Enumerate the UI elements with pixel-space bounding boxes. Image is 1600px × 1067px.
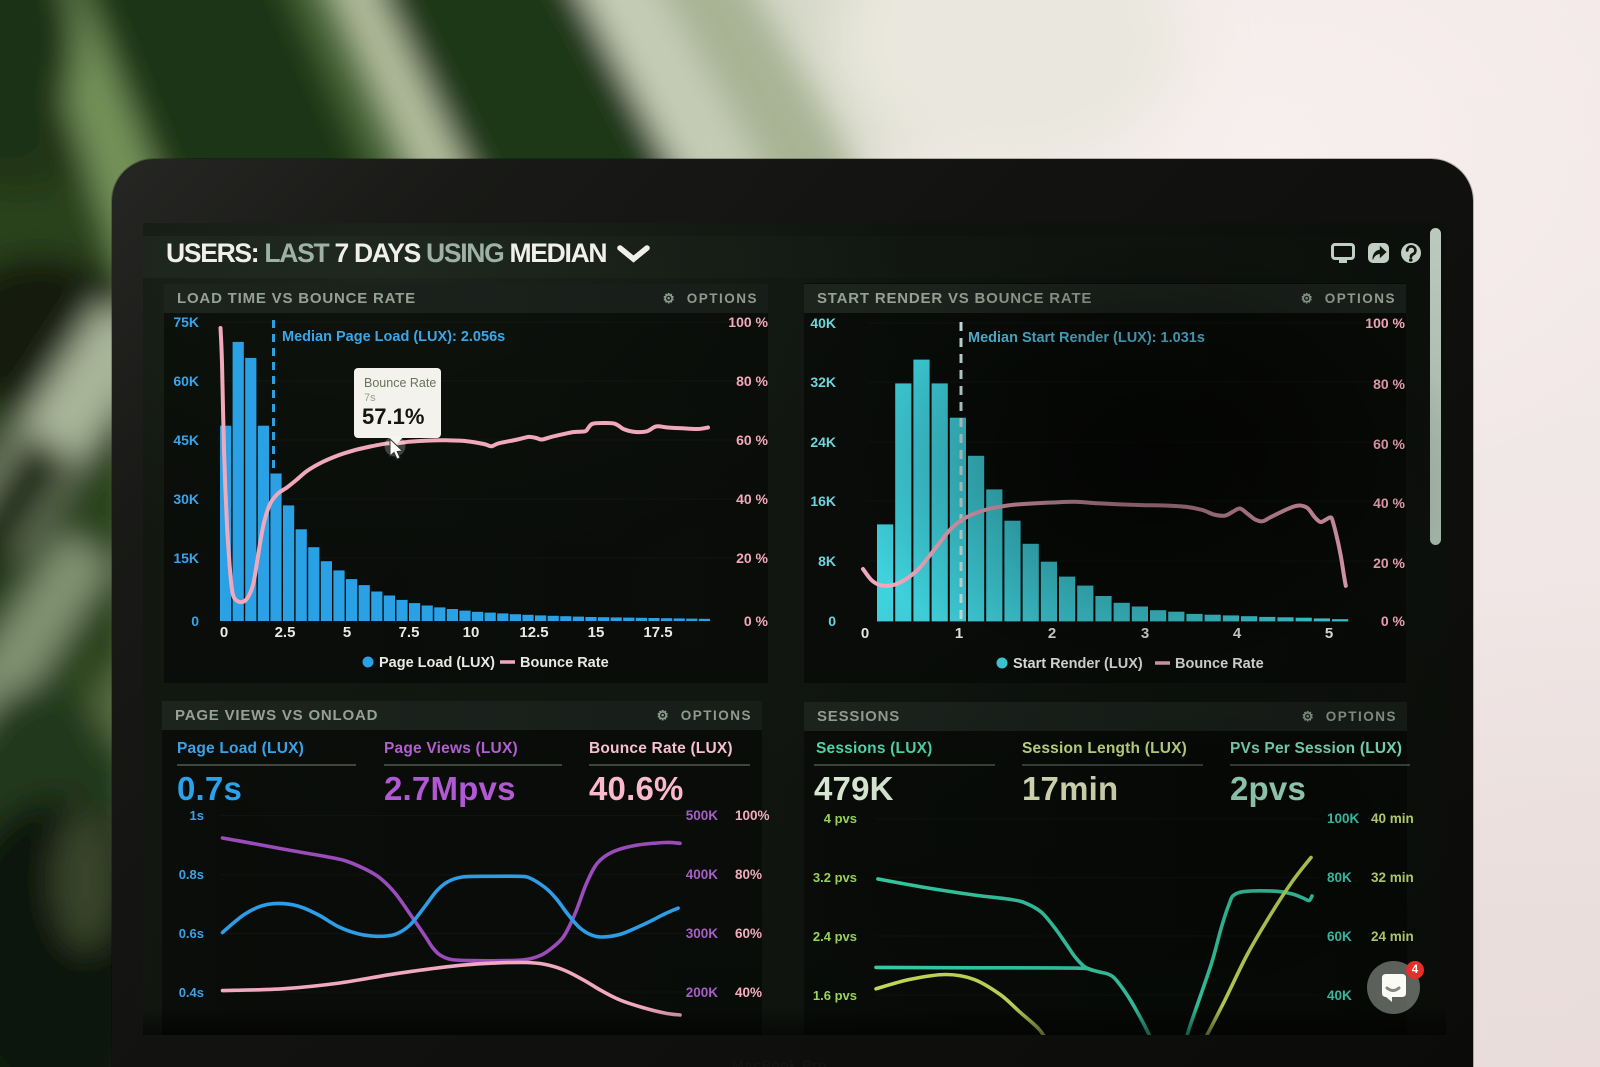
svg-text:40 %: 40 %	[736, 491, 768, 507]
svg-text:40%: 40%	[735, 985, 762, 1000]
svg-text:80K: 80K	[1327, 870, 1352, 885]
svg-text:2.5: 2.5	[275, 624, 296, 641]
svg-text:0: 0	[828, 613, 836, 629]
svg-text:60%: 60%	[735, 926, 762, 941]
svg-text:300K: 300K	[686, 926, 719, 941]
svg-text:75K: 75K	[173, 314, 199, 330]
svg-text:40 min: 40 min	[1371, 811, 1414, 826]
svg-text:15: 15	[588, 624, 605, 641]
svg-text:10: 10	[463, 624, 480, 641]
svg-text:80%: 80%	[735, 867, 762, 882]
svg-text:32 min: 32 min	[1371, 870, 1414, 885]
svg-text:12.5: 12.5	[519, 624, 548, 641]
svg-text:0.4s: 0.4s	[179, 985, 204, 1000]
svg-text:60K: 60K	[173, 373, 199, 389]
svg-text:Median Page Load (LUX): 2.056s: Median Page Load (LUX): 2.056s	[282, 329, 505, 345]
svg-text:24 min: 24 min	[1371, 929, 1414, 944]
svg-text:40K: 40K	[1327, 988, 1352, 1003]
svg-text:Bounce Rate: Bounce Rate	[1175, 656, 1264, 672]
svg-text:100 %: 100 %	[1365, 315, 1405, 331]
svg-text:Start Render (LUX): Start Render (LUX)	[1013, 656, 1143, 672]
svg-text:1: 1	[955, 625, 963, 642]
svg-text:200K: 200K	[686, 985, 719, 1000]
svg-text:0 %: 0 %	[1381, 613, 1406, 629]
svg-text:5: 5	[1325, 625, 1333, 642]
svg-text:3: 3	[1141, 625, 1149, 642]
svg-text:60 %: 60 %	[736, 432, 768, 448]
svg-text:7.5: 7.5	[399, 624, 420, 641]
svg-text:24K: 24K	[810, 434, 836, 450]
svg-text:4 pvs: 4 pvs	[824, 811, 857, 826]
svg-text:Median Start Render (LUX): 1.0: Median Start Render (LUX): 1.031s	[968, 330, 1205, 346]
svg-text:500K: 500K	[686, 808, 719, 823]
svg-text:17.5: 17.5	[643, 624, 672, 641]
svg-text:30K: 30K	[173, 491, 199, 507]
svg-text:5: 5	[343, 624, 351, 641]
svg-text:2.4 pvs: 2.4 pvs	[813, 929, 857, 944]
svg-text:400K: 400K	[686, 867, 719, 882]
svg-text:60 %: 60 %	[1373, 436, 1405, 452]
svg-text:80 %: 80 %	[1373, 376, 1405, 392]
svg-text:20 %: 20 %	[736, 550, 768, 566]
svg-text:40K: 40K	[810, 315, 836, 331]
svg-text:0.8s: 0.8s	[179, 867, 204, 882]
svg-text:40 %: 40 %	[1373, 495, 1405, 511]
svg-text:Bounce Rate: Bounce Rate	[520, 655, 609, 671]
svg-text:100 %: 100 %	[728, 314, 768, 330]
svg-text:20 %: 20 %	[1373, 555, 1405, 571]
svg-text:80 %: 80 %	[736, 373, 768, 389]
svg-text:100%: 100%	[735, 808, 770, 823]
svg-text:0: 0	[191, 613, 199, 629]
svg-text:100K: 100K	[1327, 811, 1360, 826]
svg-text:1.6 pvs: 1.6 pvs	[813, 988, 857, 1003]
svg-text:Page Load (LUX): Page Load (LUX)	[379, 655, 495, 671]
svg-text:4: 4	[1233, 625, 1242, 642]
svg-text:57.1%: 57.1%	[362, 404, 424, 429]
svg-text:3.2 pvs: 3.2 pvs	[813, 870, 857, 885]
svg-text:1s: 1s	[190, 808, 204, 823]
svg-text:7s: 7s	[364, 392, 376, 404]
svg-text:60K: 60K	[1327, 929, 1352, 944]
svg-text:32K: 32K	[810, 374, 836, 390]
svg-text:0: 0	[861, 625, 869, 642]
svg-text:8K: 8K	[818, 553, 836, 569]
svg-text:0.6s: 0.6s	[179, 926, 204, 941]
svg-text:0: 0	[220, 624, 228, 641]
svg-text:0 %: 0 %	[744, 613, 769, 629]
svg-text:2: 2	[1048, 625, 1056, 642]
svg-text:Bounce Rate: Bounce Rate	[364, 376, 436, 390]
svg-text:16K: 16K	[810, 493, 836, 509]
svg-text:15K: 15K	[173, 550, 199, 566]
svg-text:45K: 45K	[173, 432, 199, 448]
